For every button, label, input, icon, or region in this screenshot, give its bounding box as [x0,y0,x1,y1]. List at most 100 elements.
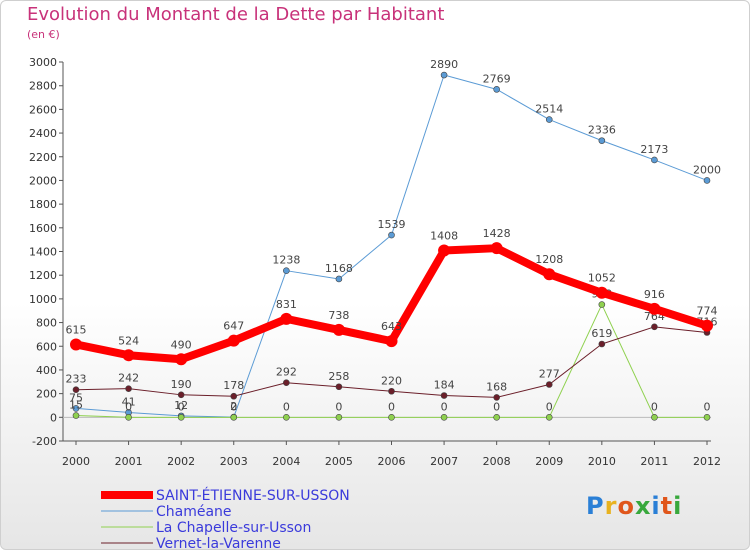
data-point [335,275,343,283]
data-label: 2 [230,400,237,413]
logo-letter: x [634,492,652,520]
data-point [72,405,80,412]
legend-label: La Chapelle-sur-Usson [156,520,311,536]
data-label: 0 [651,400,658,413]
data-label: 490 [171,338,192,351]
data-point [70,338,82,351]
proxiti-logo: Proxiti [586,492,682,520]
y-tick-label: 3000 [29,56,57,69]
data-label: 524 [118,334,139,347]
data-label: 0 [178,400,185,413]
x-tick-label: 2011 [640,455,668,468]
data-label: 2514 [535,103,563,116]
data-point [335,383,343,391]
data-point [438,244,451,257]
data-point [493,394,500,401]
data-label: 643 [381,320,402,333]
y-tick-label: 800 [36,317,57,330]
data-point [125,385,132,392]
data-point [388,387,395,395]
y-tick-label: 2600 [29,103,57,116]
data-label: 292 [276,366,297,379]
data-point [648,302,661,315]
y-tick-label: 2200 [29,151,57,164]
data-label: 615 [66,323,87,336]
data-point [72,412,80,419]
data-label: 0 [335,400,342,413]
data-point [545,116,553,123]
data-label: 1208 [535,253,563,266]
data-point [651,414,658,421]
data-point [388,414,395,421]
data-point [177,414,185,421]
data-point [490,242,503,255]
data-label: 12 [174,399,188,412]
data-label: 2173 [640,143,668,156]
logo-letter: o [617,492,635,520]
data-point [125,414,132,421]
chart-subtitle: (en €) [27,28,60,41]
data-label: 831 [276,298,297,311]
data-label: 233 [66,373,87,386]
data-label: 0 [546,400,553,413]
data-label: 2336 [588,124,616,137]
data-point [701,319,713,332]
x-tick-label: 2007 [430,455,458,468]
data-point [545,414,553,421]
data-point [598,137,606,144]
data-point [651,156,658,164]
data-label: 1168 [325,262,353,275]
data-point [72,386,80,394]
y-tick-label: -200 [32,435,57,448]
logo-letter: i [673,492,683,520]
y-tick-label: 600 [36,340,57,353]
data-label: 1408 [430,230,458,243]
y-tick-label: 1800 [29,198,57,211]
y-tick-label: 1000 [29,293,57,306]
data-point [227,334,240,347]
x-tick-label: 2003 [220,455,248,468]
data-label: 15 [69,399,83,412]
data-label: 220 [381,374,402,387]
data-label: 916 [644,288,665,301]
data-point [335,414,343,421]
data-point [595,286,608,299]
x-tick-label: 2005 [325,455,353,468]
data-label: 2890 [430,58,458,71]
data-point [703,177,711,184]
x-tick-label: 2001 [115,455,143,468]
data-label: 774 [697,305,718,318]
data-label: 738 [328,309,349,322]
data-point [283,267,290,274]
y-tick-label: 1600 [29,222,57,235]
data-label: 0 [230,400,237,413]
data-label: 2000 [693,163,721,176]
logo-letter: P [586,492,605,520]
data-point [598,301,606,308]
y-tick-label: 2400 [29,127,57,140]
chart-title: Evolution du Montant de la Dette par Hab… [27,4,445,25]
data-label: 1428 [483,227,511,240]
data-label: 168 [486,380,507,393]
x-tick-label: 2002 [167,455,195,468]
y-tick-label: 200 [36,388,57,401]
legend-label: Chaméane [156,504,232,520]
data-label: 0 [493,400,500,413]
data-point [651,323,658,331]
data-point [598,340,606,348]
data-point [230,392,238,400]
data-label: 0 [283,400,290,413]
data-label: 0 [441,400,448,413]
data-label: 1238 [272,254,300,267]
logo-letter: i [651,492,661,520]
y-tick-label: 1400 [29,246,57,259]
data-label: 178 [223,379,244,392]
legend-label: SAINT-ÉTIENNE-SUR-USSON [156,487,350,504]
data-label: 242 [118,372,139,385]
data-point [545,381,553,388]
data-label: 1539 [378,218,406,231]
data-label: 277 [539,368,560,381]
data-point [122,349,135,362]
y-tick-label: 400 [36,364,57,377]
